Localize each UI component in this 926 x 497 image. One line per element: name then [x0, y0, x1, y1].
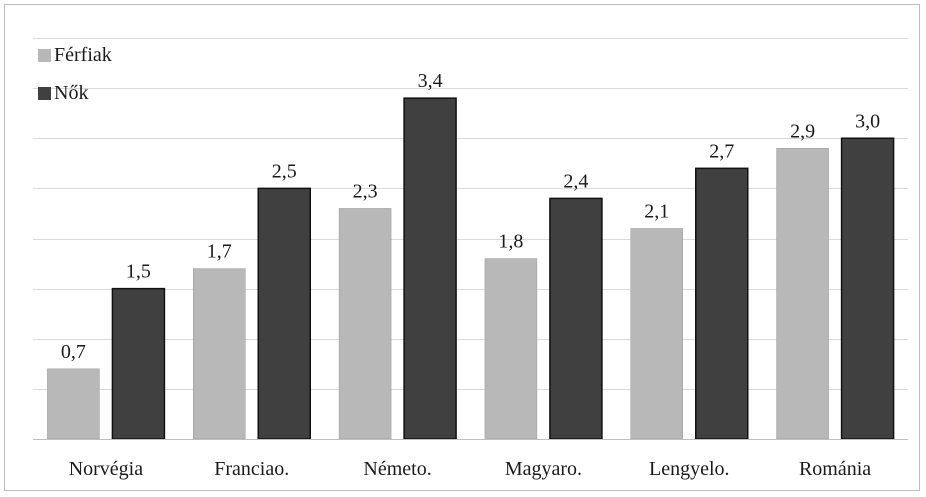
data-label: 2,1: [644, 200, 669, 222]
data-label: 2,3: [353, 180, 378, 202]
bar-nok: [257, 187, 311, 440]
legend-item-nok: Nők: [38, 82, 112, 104]
bar-ferfiak: [484, 258, 538, 440]
bar-nok: [695, 167, 749, 440]
data-label: 1,7: [207, 241, 232, 263]
data-label: 2,7: [709, 140, 734, 162]
data-labels: 0,7 1,5 1,7 2,5 2,3 3,4 1,8 2,4 2,1 2,7 2,9 3,0: [61, 70, 880, 363]
x-tick-label: Norvégia: [69, 458, 144, 480]
legend-swatch-nok: [38, 86, 51, 100]
bar-nok: [549, 197, 603, 440]
gridlines: [33, 38, 908, 390]
legend-label-nok: Nők: [54, 82, 89, 104]
x-tick-label: Franciao.: [214, 458, 289, 480]
legend-label-ferfiak: Férfiak: [54, 44, 112, 66]
data-label: 2,4: [563, 170, 588, 192]
bar-nok: [111, 287, 166, 440]
data-label: 2,9: [790, 120, 815, 142]
x-tick-label: Lengyelo.: [649, 458, 730, 480]
bars: [47, 97, 895, 440]
bar-ferfiak: [338, 208, 392, 440]
legend-swatch-ferfiak: [38, 48, 51, 62]
bar-ferfiak: [776, 148, 829, 440]
bar-ferfiak: [630, 228, 683, 440]
data-label: 3,0: [855, 110, 880, 132]
data-label: 3,4: [418, 70, 443, 92]
bar-ferfiak: [47, 368, 100, 440]
x-axis: Norvégia Franciao. Németo. Magyaro. Lengyelo…: [33, 439, 908, 480]
legend: Férfiak Nők: [38, 44, 112, 104]
x-tick-label: Magyaro.: [505, 458, 582, 480]
legend-item-ferfiak: Férfiak: [38, 44, 112, 66]
data-label: 1,8: [498, 231, 523, 253]
bar-ferfiak: [193, 268, 246, 440]
data-label: 0,7: [61, 341, 86, 363]
x-tick-label: Románia: [799, 458, 871, 480]
data-label: 2,5: [272, 160, 297, 182]
bar-nok: [403, 97, 457, 440]
data-label: 1,5: [126, 261, 151, 283]
bar-nok: [840, 137, 895, 440]
x-tick-label: Németo.: [363, 458, 431, 480]
